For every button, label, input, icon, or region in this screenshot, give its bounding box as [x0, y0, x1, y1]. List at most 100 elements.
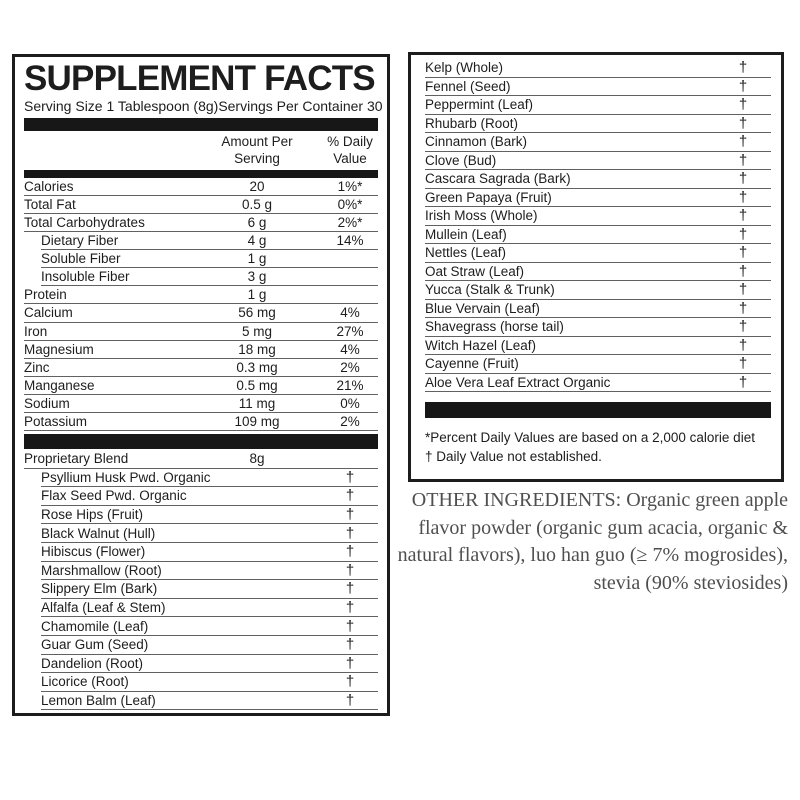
ingredient-name: Mullein (Leaf) — [425, 226, 507, 242]
list-item: Witch Hazel (Leaf) † — [425, 337, 771, 355]
nutrient-rows: Calories 20 1%* Total Fat 0.5 g 0%* Total Carb… — [24, 178, 378, 432]
dagger-mark: † — [738, 77, 748, 95]
nutrient-amount: 56 mg — [238, 305, 276, 321]
divider-bar-thin — [24, 169, 378, 178]
ingredient-name: Peppermint (Leaf) — [425, 97, 534, 113]
ingredient-name: Chamomile (Leaf) — [41, 618, 149, 634]
nutrient-name: Sodium — [24, 395, 70, 411]
list-item: Chamomile (Leaf) † — [41, 617, 378, 636]
nutrient-daily-value: 2% — [340, 359, 360, 375]
dagger-mark: † — [345, 561, 355, 579]
dagger-mark: † — [738, 281, 748, 299]
amount-per-serving-header: Amount Per Serving — [192, 134, 322, 168]
list-item: Clove (Bud) † — [425, 152, 771, 170]
ingredient-name: Irish Moss (Whole) — [425, 208, 538, 224]
dagger-mark: † — [738, 299, 748, 317]
nutrient-daily-value: 4% — [340, 305, 360, 321]
ingredient-name: Marshmallow (Root) — [41, 562, 162, 578]
dagger-mark: † — [738, 170, 748, 188]
nutrient-name: Insoluble Fiber — [41, 269, 130, 285]
dagger-mark: † — [345, 506, 355, 524]
ingredient-name: Clove (Bud) — [425, 152, 497, 168]
dagger-mark: † — [738, 207, 748, 225]
list-item: Yucca (Stalk & Trunk) † — [425, 281, 771, 300]
blend-amount: 8g — [249, 450, 265, 466]
ingredient-name: Guar Gum (Seed) — [41, 637, 149, 653]
nutrient-daily-value: 14% — [336, 233, 364, 249]
daily-value-header: % Daily Value — [322, 134, 378, 168]
footnote-percent-daily-value: *Percent Daily Values are based on a 2,0… — [425, 430, 755, 445]
ingredient-name: Fennel (Seed) — [425, 78, 511, 94]
nutrient-name: Calcium — [24, 305, 73, 321]
nutrient-name: Protein — [24, 287, 67, 303]
nutrient-name: Dietary Fiber — [41, 233, 119, 249]
dagger-mark: † — [345, 691, 355, 709]
ingredient-name: Psyllium Husk Pwd. Organic — [41, 469, 211, 485]
other-ingredients-text: OTHER INGREDIENTS: Organic green apple f… — [397, 489, 788, 594]
list-item: Lemon Balm (Leaf) † — [41, 692, 378, 711]
nutrient-amount: 6 g — [247, 214, 267, 230]
nutrient-amount: 18 mg — [238, 341, 276, 357]
list-item: Alfalfa (Leaf & Stem) † — [41, 599, 378, 618]
list-item: Hibiscus (Flower) † — [41, 543, 378, 562]
ingredient-name: Rhubarb (Root) — [425, 115, 519, 131]
nutrient-daily-value: 0% — [340, 395, 360, 411]
column-header-spacer — [24, 134, 192, 168]
nutrient-name: Calories — [24, 178, 74, 194]
dagger-mark: † — [738, 188, 748, 206]
nutrient-amount: 4 g — [247, 233, 267, 249]
table-row: Manganese 0.5 mg 21% — [24, 377, 378, 395]
list-item: Cayenne (Fruit) † — [425, 355, 771, 374]
nutrient-daily-value: 0%* — [337, 196, 363, 212]
table-row: Total Carbohydrates 6 g 2%* — [24, 214, 378, 233]
list-item: Flax Seed Pwd. Organic † — [41, 487, 378, 506]
dagger-mark: † — [345, 543, 355, 561]
table-row: Sodium 11 mg 0% — [24, 395, 378, 413]
list-item: Irish Moss (Whole) † — [425, 207, 771, 226]
list-item: Cinnamon (Bark) † — [425, 133, 771, 152]
blend-rows: Psyllium Husk Pwd. Organic † Flax Seed Pwd… — [24, 469, 378, 711]
ingredient-name: Oat Straw (Leaf) — [425, 263, 525, 279]
table-row: Soluble Fiber 1 g — [41, 250, 378, 269]
list-item: Nettles (Leaf) † — [425, 244, 771, 263]
dagger-mark: † — [345, 468, 355, 486]
nutrient-name: Total Fat — [24, 196, 76, 212]
dagger-mark: † — [738, 133, 748, 151]
nutrient-daily-value: 2%* — [337, 214, 363, 230]
ingredient-name: Nettles (Leaf) — [425, 245, 507, 261]
list-item: Dandelion (Root) † — [41, 655, 378, 674]
nutrient-amount: 3 g — [247, 269, 267, 285]
divider-bar-footnote — [425, 402, 771, 418]
ingredient-name: Slippery Elm (Bark) — [41, 581, 158, 597]
dagger-mark: † — [738, 318, 748, 336]
nutrient-amount: 0.5 g — [241, 196, 273, 212]
nutrient-name: Iron — [24, 323, 48, 339]
list-item: Peppermint (Leaf) † — [425, 96, 771, 115]
list-item: Green Papaya (Fruit) † — [425, 188, 771, 207]
ingredient-rows: Kelp (Whole) † Fennel (Seed) † Peppermint (L… — [425, 59, 771, 392]
dagger-mark: † — [345, 524, 355, 542]
table-row: Insoluble Fiber 3 g — [41, 268, 378, 287]
nutrient-daily-value: 2% — [340, 414, 360, 430]
nutrient-amount: 11 mg — [238, 395, 276, 411]
dagger-mark: † — [738, 262, 748, 280]
dv-header-line1: % Daily — [327, 134, 373, 149]
list-item: Rhubarb (Root) † — [425, 115, 771, 133]
nutrient-amount: 1 g — [247, 251, 267, 267]
amount-header-line2: Serving — [234, 150, 280, 166]
nutrient-name: Potassium — [24, 414, 88, 430]
panel-title: SUPPLEMENT FACTS — [24, 59, 376, 98]
supplement-facts-panel: SUPPLEMENT FACTS Serving Size 1 Tablespo… — [12, 54, 390, 716]
column-headers: Amount Per Serving % Daily Value — [24, 134, 378, 168]
servings-per-container-text: Servings Per Container 30 — [218, 98, 383, 114]
table-row: Zinc 0.3 mg 2% — [24, 359, 378, 377]
list-item: Fennel (Seed) † — [425, 77, 771, 96]
ingredient-name: Shavegrass (horse tail) — [425, 319, 564, 335]
table-row: Magnesium 18 mg 4% — [24, 341, 378, 359]
amount-header-line1: Amount Per — [221, 134, 293, 149]
divider-bar-thick — [24, 118, 378, 131]
dagger-mark: † — [738, 225, 748, 243]
table-row: Calcium 56 mg 4% — [24, 304, 378, 323]
dagger-mark: † — [738, 96, 748, 114]
ingredient-name: Rose Hips (Fruit) — [41, 507, 144, 523]
